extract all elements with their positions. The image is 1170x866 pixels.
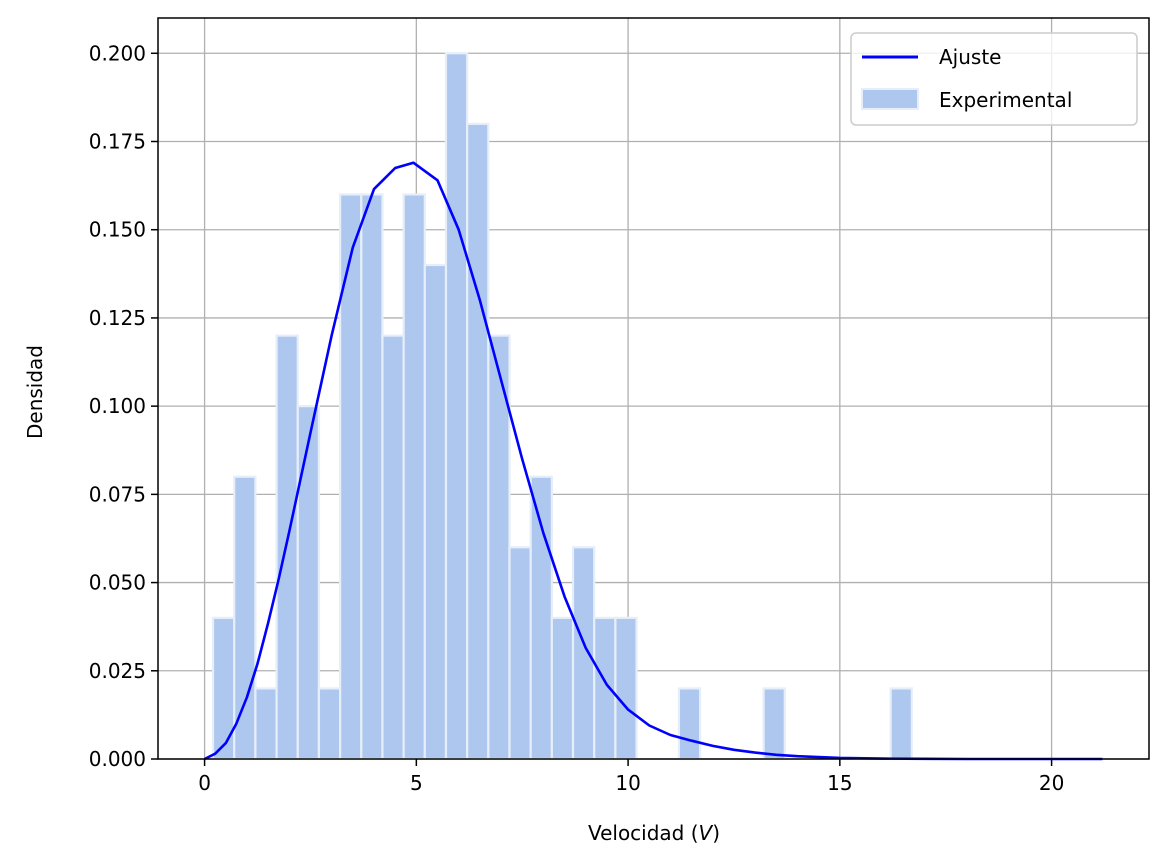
histogram-bar: [571, 546, 596, 761]
legend-label-experimental: Experimental: [939, 88, 1072, 112]
histogram-bar: [317, 687, 342, 761]
histogram-bar: [275, 334, 299, 761]
x-axis-ticks: 0 5 10 15 20: [198, 759, 1064, 795]
fit-line-group: [204, 161, 1103, 761]
histogram-bar: [254, 687, 278, 761]
histogram-bar: [381, 334, 405, 761]
x-tick-label: 10: [615, 771, 640, 795]
legend: Ajuste Experimental: [850, 32, 1138, 126]
histogram-bar: [360, 193, 384, 761]
y-tick-label: 0.125: [89, 306, 146, 330]
legend-bar-swatch: [861, 88, 919, 110]
histogram-bar: [233, 475, 257, 761]
y-tick-label: 0.025: [89, 659, 146, 683]
legend-label-ajuste: Ajuste: [939, 45, 1001, 69]
x-tick-label: 20: [1039, 771, 1064, 795]
x-tick-label: 5: [410, 771, 423, 795]
histogram-bar: [211, 616, 236, 761]
fit-line: [204, 161, 1103, 761]
y-tick-label: 0.000: [89, 747, 146, 771]
x-tick-label: 15: [827, 771, 852, 795]
histogram-bar: [529, 475, 553, 761]
histogram-bar: [593, 616, 617, 761]
histogram-bar: [339, 193, 363, 761]
histogram-bar: [677, 687, 702, 761]
legend-box: [850, 32, 1138, 126]
plot-frame: [157, 17, 1150, 760]
x-axis-label: Velocidad (V): [588, 821, 720, 845]
y-tick-label: 0.050: [89, 571, 146, 595]
y-tick-label: 0.175: [89, 130, 146, 154]
histogram-bar: [614, 616, 638, 761]
y-tick-label: 0.150: [89, 218, 146, 242]
histogram-bar: [762, 687, 786, 761]
y-tick-label: 0.200: [89, 41, 146, 65]
histogram-bar: [466, 122, 490, 761]
histogram-bar: [550, 616, 575, 761]
histogram-bar: [889, 687, 913, 761]
y-axis-ticks: 0.000 0.025 0.050 0.075 0.100 0.125 0.150 0.175…: [89, 41, 158, 771]
y-axis-label: Densidad: [23, 345, 47, 439]
histogram-bar: [296, 405, 321, 761]
histogram-bar: [508, 546, 532, 761]
histogram-bar: [402, 193, 426, 761]
histogram-bar: [444, 52, 469, 761]
histogram-bar: [423, 263, 448, 761]
y-tick-label: 0.075: [89, 482, 146, 506]
x-tick-label: 0: [198, 771, 211, 795]
grid: [158, 18, 1149, 760]
y-tick-label: 0.100: [89, 394, 146, 418]
